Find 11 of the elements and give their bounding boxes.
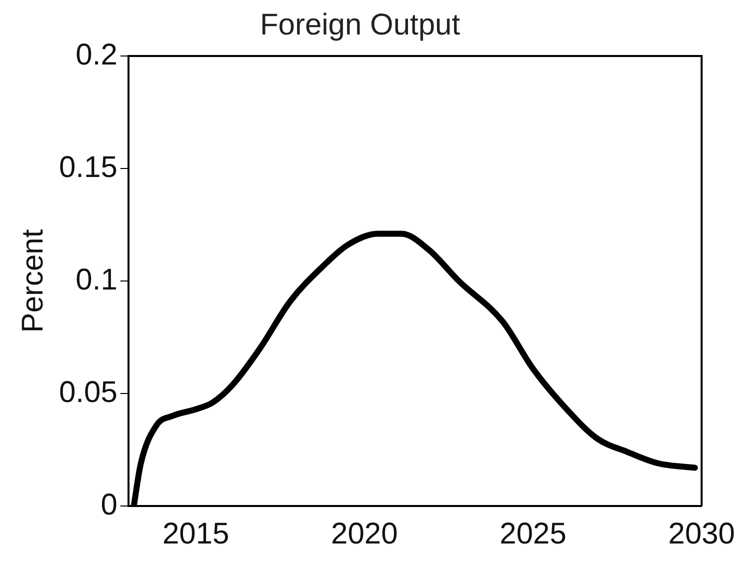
y-axis-title: Percent <box>16 228 50 333</box>
x-tick-label: 2015 <box>162 517 230 550</box>
y-tick-label: 0.05 <box>59 376 118 409</box>
y-tick-label: 0 <box>100 488 118 522</box>
y-tick-label: 0.2 <box>76 38 118 72</box>
x-tick-label: 2020 <box>331 517 398 550</box>
y-tick-label: 0.1 <box>76 263 118 296</box>
x-tick-label: 2030 <box>668 517 736 550</box>
chart-title: Foreign Output <box>260 8 461 42</box>
x-tick-label: 2025 <box>500 517 566 550</box>
y-tick-label: 0.15 <box>59 150 118 184</box>
